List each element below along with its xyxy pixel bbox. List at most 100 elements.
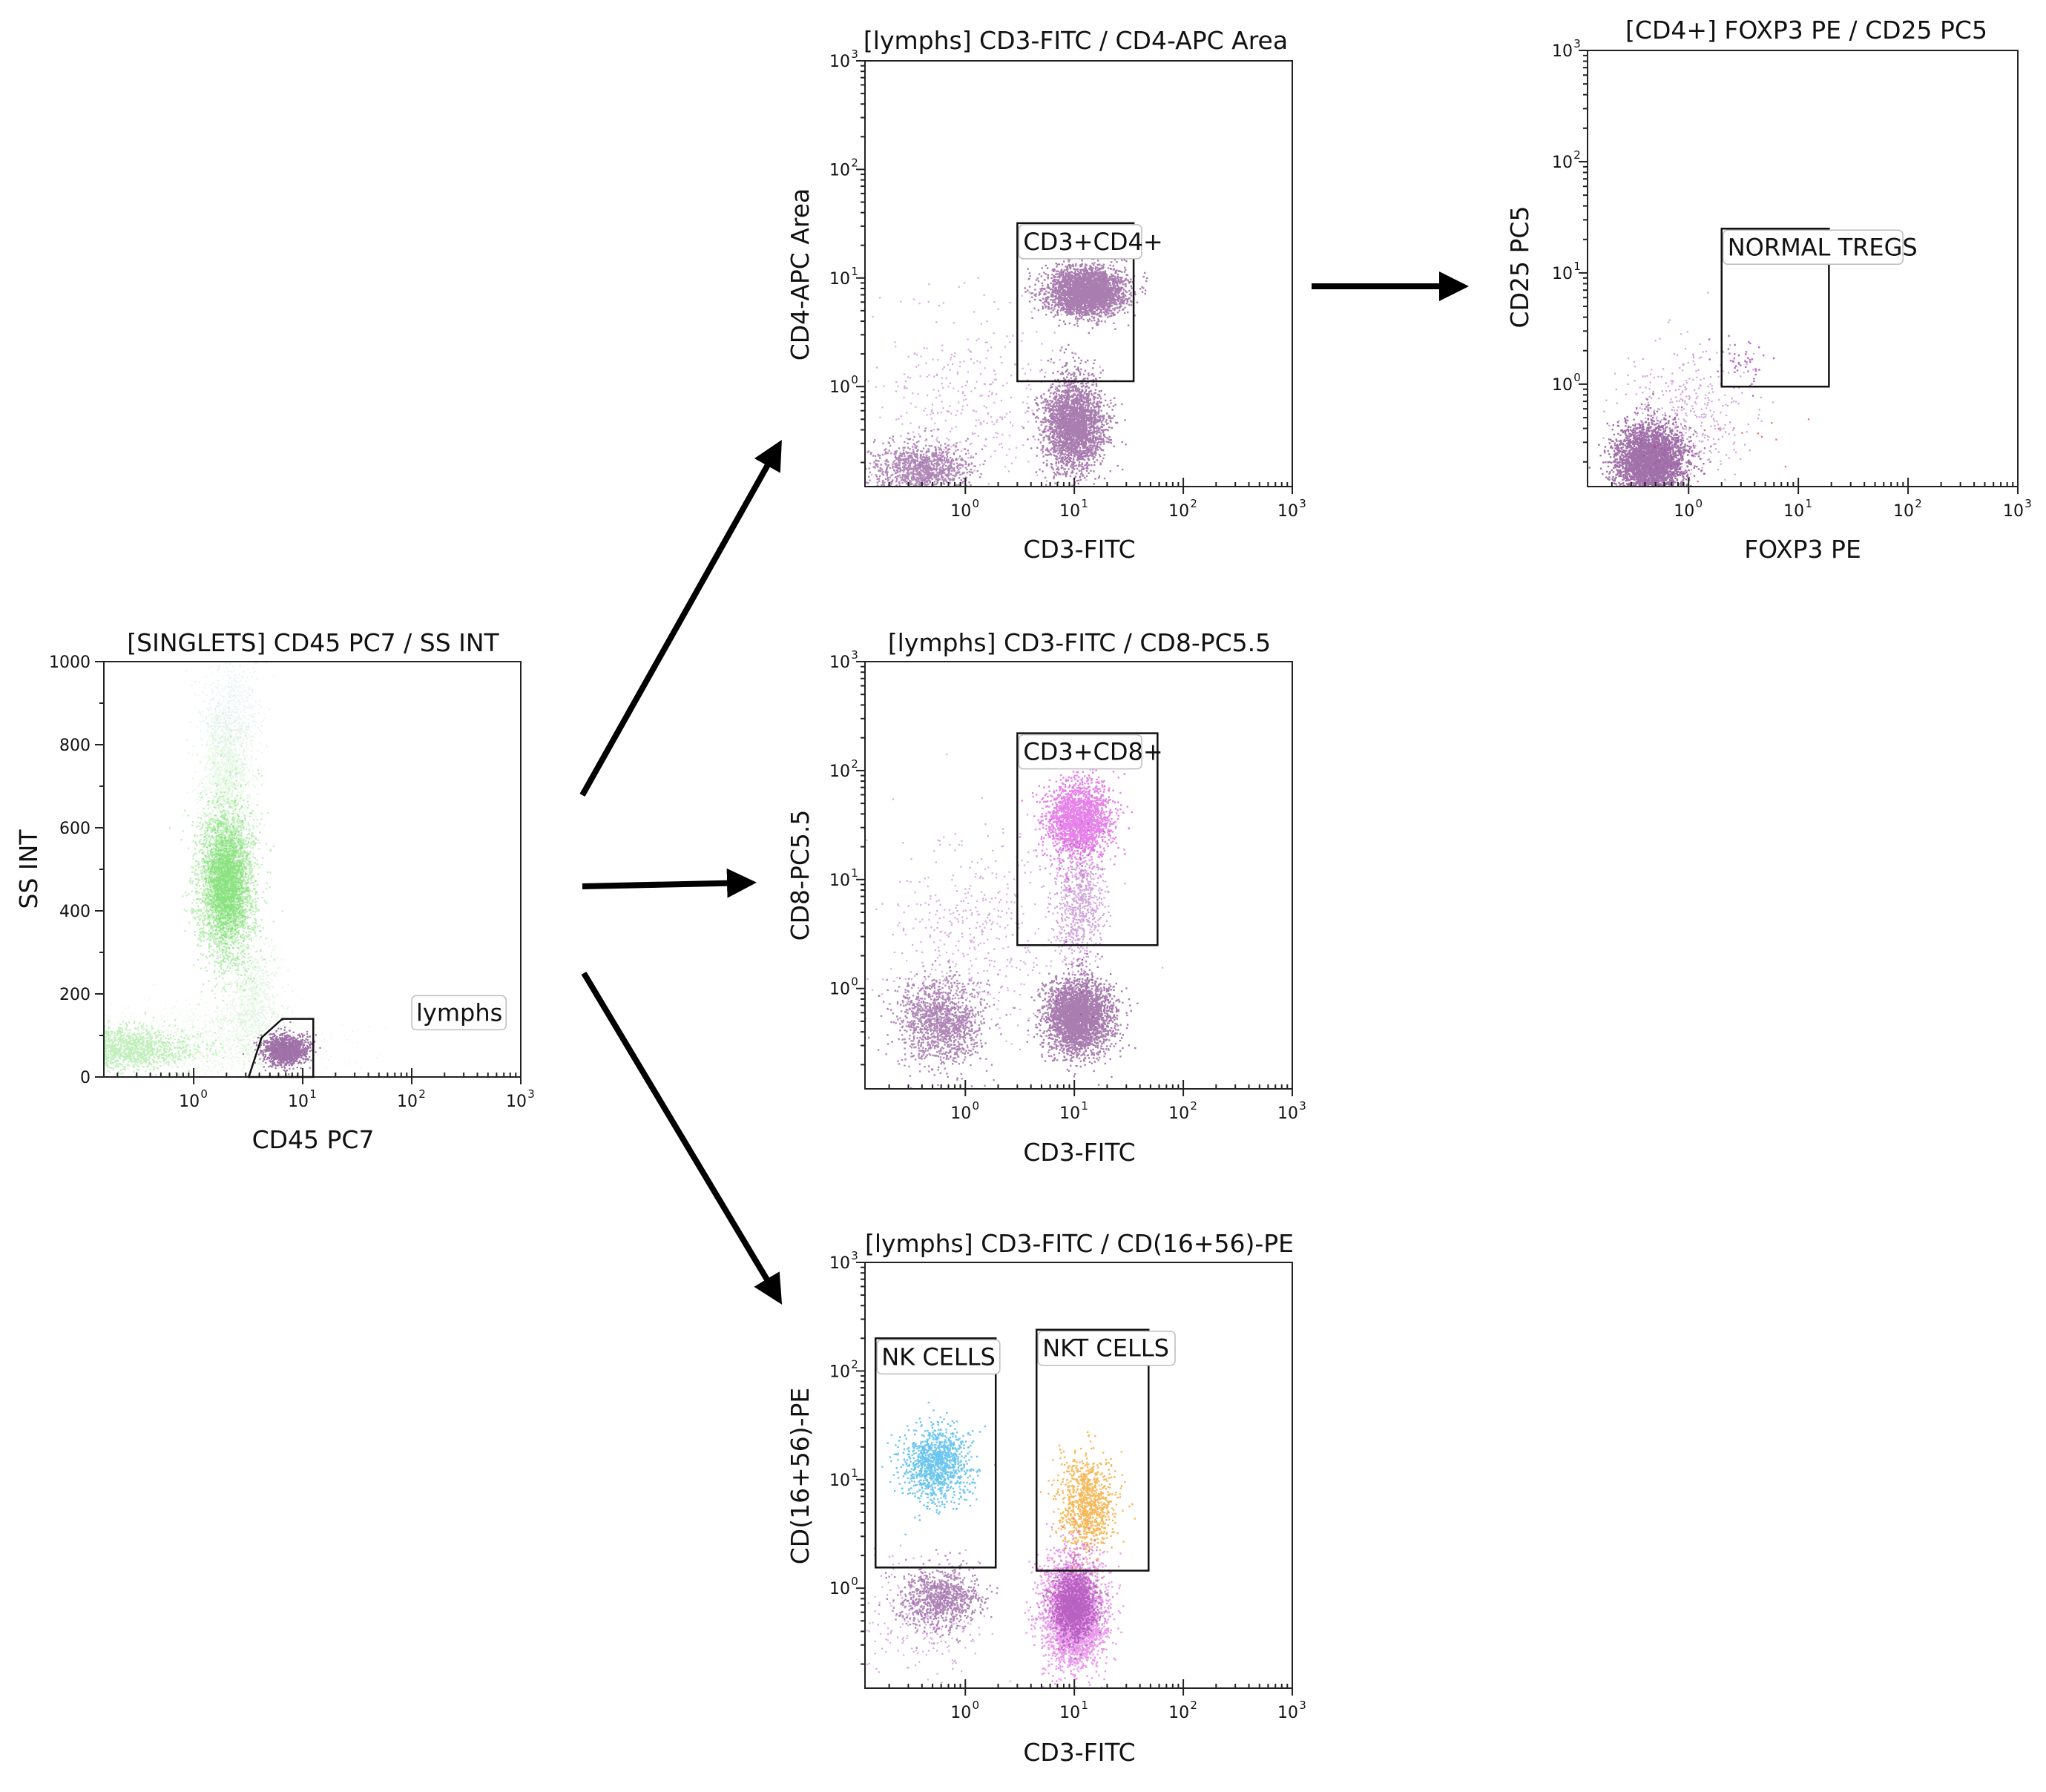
x-tick-exponent: 2 — [1915, 497, 1922, 510]
gate-normal-tregs[interactable] — [1720, 228, 1830, 388]
gate-label-nkt-cells: NKT CELLS — [1042, 1334, 1169, 1363]
x-tick-exponent: 0 — [973, 1099, 980, 1113]
x-tick-exponent: 1 — [1081, 1099, 1088, 1113]
x-tick-label: 10 — [950, 1704, 971, 1722]
population-cd25-foxp3- — [1588, 392, 1712, 487]
x-tick-label: 10 — [1168, 502, 1189, 521]
x-tick-label: 10 — [1277, 1104, 1298, 1123]
y-axis-label: CD(16+56)-PE — [786, 1388, 815, 1565]
x-axis-label: CD3-FITC — [1023, 535, 1135, 564]
arrow-to-nk — [581, 971, 783, 1305]
gating-arrows — [579, 271, 1469, 1305]
population-cd3- — [868, 960, 1016, 1089]
y-tick-label: 200 — [59, 986, 91, 1004]
x-tick-label: 10 — [1059, 1704, 1080, 1722]
y-tick-label: 10 — [829, 1580, 850, 1598]
y-tick-exponent: 1 — [851, 265, 858, 278]
y-tick-label: 10 — [829, 1363, 850, 1381]
gate-cd3-cd8-[interactable] — [1016, 732, 1159, 946]
y-tick-exponent: 2 — [851, 1357, 858, 1371]
panel-cd4: [lymphs] CD3-FITC / CD4-APC Area 10 0 10 1 1… — [786, 26, 1306, 564]
x-tick-exponent: 3 — [527, 1087, 535, 1101]
y-tick-exponent: 1 — [851, 1466, 858, 1480]
x-tick-exponent: 1 — [309, 1087, 317, 1101]
y-tick-exponent: 3 — [851, 47, 858, 61]
y-axis-label: CD4-APC Area — [786, 188, 815, 361]
gate-cd3-cd4-[interactable] — [1016, 222, 1135, 383]
events-cd4 — [865, 246, 1148, 487]
y-tick-exponent: 0 — [851, 373, 858, 386]
y-tick-label: 10 — [829, 378, 850, 397]
panel-nk: [lymphs] CD3-FITC / CD(16+56)-PE 10 0 10 1 1… — [786, 1229, 1306, 1767]
x-tick-label: 10 — [1893, 502, 1914, 521]
y-tick-label: 10 — [829, 161, 850, 179]
y-tick-label: 600 — [59, 820, 91, 838]
population-monocytes — [211, 911, 294, 1077]
x-tick-label: 10 — [1168, 1704, 1189, 1722]
x-tick-label: 10 — [506, 1093, 527, 1111]
gate-nkt-cells[interactable] — [1035, 1328, 1150, 1572]
population-sparse — [865, 754, 1164, 1051]
x-tick-label: 10 — [179, 1093, 200, 1111]
y-axis-label: CD8-PC5.5 — [786, 810, 815, 941]
population-cd3- — [865, 427, 986, 487]
y-tick-label: 10 — [1552, 154, 1573, 172]
y-tick-exponent: 3 — [1573, 37, 1581, 50]
panel-title: [SINGLETS] CD45 PC7 / SS INT — [127, 628, 499, 657]
panel-title: [lymphs] CD3-FITC / CD8-PC5.5 — [888, 628, 1271, 657]
x-axis-label: FOXP3 PE — [1744, 535, 1861, 564]
panel-title: [lymphs] CD3-FITC / CD(16+56)-PE — [865, 1229, 1294, 1258]
population-granulocytes-tail — [182, 667, 271, 925]
gate-lymphs[interactable] — [247, 1018, 315, 1078]
x-tick-label: 10 — [1059, 502, 1080, 521]
x-axis-label: CD45 PC7 — [252, 1125, 375, 1154]
x-tick-label: 10 — [1674, 502, 1694, 521]
x-tick-label: 10 — [1277, 1704, 1298, 1722]
x-tick-exponent: 3 — [2024, 497, 2032, 510]
y-tick-label: 10 — [829, 270, 850, 289]
gate-label-box — [1037, 1330, 1176, 1366]
y-tick-label: 10 — [829, 872, 850, 890]
plot-area-nk: 10 0 10 1 10 2 10 310 010 110 210 3NK CELLS NKT CELL… — [829, 1249, 1306, 1722]
events-singlets — [104, 662, 386, 1077]
x-tick-label: 10 — [288, 1093, 309, 1111]
y-tick-label: 10 — [829, 653, 850, 672]
population-sparse — [866, 1544, 1036, 1684]
arrow-to-cd8 — [582, 868, 757, 898]
y-tick-exponent: 0 — [1573, 371, 1581, 384]
gate-label-box — [1722, 229, 1904, 266]
x-tick-label: 10 — [1059, 1104, 1080, 1123]
x-tick-exponent: 0 — [973, 1699, 980, 1712]
y-tick-exponent: 2 — [1573, 148, 1581, 162]
population-lymphocytes — [242, 1018, 321, 1075]
y-tick-exponent: 1 — [1573, 260, 1581, 273]
x-tick-exponent: 1 — [1081, 1699, 1088, 1712]
population-debris — [104, 1011, 225, 1077]
x-axis-label: CD3-FITC — [1023, 1738, 1135, 1767]
x-tick-exponent: 3 — [1299, 1699, 1306, 1712]
population-cd3-cd4- — [1022, 332, 1127, 487]
x-tick-label: 10 — [397, 1093, 418, 1111]
y-tick-exponent: 3 — [851, 648, 858, 662]
y-tick-label: 10 — [829, 762, 850, 781]
y-tick-label: 400 — [59, 903, 91, 921]
x-tick-exponent: 3 — [1299, 1099, 1306, 1113]
y-tick-label: 10 — [1552, 265, 1573, 283]
y-tick-label: 800 — [59, 737, 91, 755]
population-scatter-bg — [104, 972, 386, 1077]
gate-label-box — [876, 1339, 1001, 1375]
x-tick-exponent: 2 — [418, 1087, 426, 1101]
gate-label-box — [411, 995, 507, 1031]
y-tick-label: 10 — [829, 981, 850, 999]
population-cd3-cd8- — [1019, 754, 1133, 895]
gate-label-cd3-cd4-: CD3+CD4+ — [1023, 228, 1162, 256]
gate-label-normal-tregs: NORMAL TREGS — [1728, 233, 1918, 261]
gate-nk-cells[interactable] — [874, 1337, 997, 1569]
plot-frame — [1587, 50, 2019, 487]
population-b-cells — [878, 1549, 999, 1649]
population-t-cells-core — [1035, 1548, 1114, 1666]
y-axis-label: CD25 PC5 — [1505, 206, 1534, 329]
